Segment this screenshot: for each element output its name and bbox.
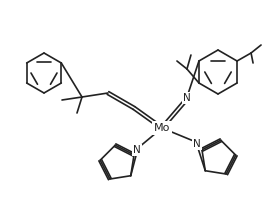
Text: N: N	[193, 139, 201, 149]
Text: Mo: Mo	[154, 123, 170, 133]
Text: N: N	[133, 145, 141, 155]
Text: N: N	[183, 93, 191, 103]
